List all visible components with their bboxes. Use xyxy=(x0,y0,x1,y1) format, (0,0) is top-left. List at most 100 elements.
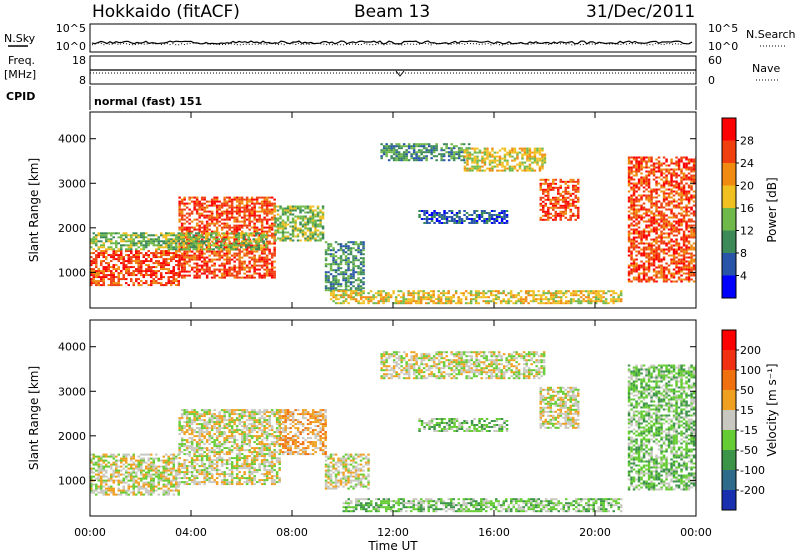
data-cell xyxy=(314,221,317,224)
data-cell xyxy=(402,143,406,146)
data-cell xyxy=(538,167,542,170)
data-cell xyxy=(225,258,229,261)
data-cell xyxy=(197,244,200,247)
data-cell xyxy=(506,161,509,164)
data-cell xyxy=(135,280,138,283)
data-cell xyxy=(483,210,486,212)
data-cell xyxy=(225,208,229,211)
data-cell xyxy=(690,224,693,227)
data-cell xyxy=(481,157,484,160)
data-cell xyxy=(557,190,560,193)
data-cell xyxy=(532,294,535,297)
data-cell xyxy=(484,292,488,295)
data-cell xyxy=(687,260,691,263)
data-cell xyxy=(188,230,191,233)
data-cell xyxy=(352,273,355,276)
data-cell xyxy=(632,238,636,241)
data-cell xyxy=(630,256,633,259)
data-cell xyxy=(102,234,105,237)
data-cell xyxy=(518,151,522,154)
data-cell xyxy=(127,238,130,241)
data-cell xyxy=(652,226,656,229)
data-cell xyxy=(647,278,651,281)
data-cell xyxy=(247,234,250,237)
data-cell xyxy=(145,242,148,245)
data-cell xyxy=(185,230,189,233)
data-cell xyxy=(265,264,269,267)
data-cell xyxy=(276,205,280,208)
data-cell xyxy=(260,246,263,249)
data-cell xyxy=(250,234,253,237)
data-cell xyxy=(487,300,490,303)
data-cell xyxy=(339,247,343,250)
data-cell xyxy=(309,205,312,208)
data-cell xyxy=(680,238,683,241)
data-cell xyxy=(672,244,676,247)
data-cell xyxy=(210,216,214,219)
data-cell xyxy=(647,184,651,187)
data-cell xyxy=(650,206,653,209)
data-cell xyxy=(105,236,108,239)
data-cell xyxy=(228,204,231,207)
data-cell xyxy=(324,249,328,252)
colorbar-segment xyxy=(722,185,736,208)
data-cell xyxy=(260,204,264,207)
data-cell xyxy=(449,296,453,299)
data-cell xyxy=(642,262,646,265)
data-cell xyxy=(200,272,204,275)
nsearch-line xyxy=(91,42,693,46)
data-cell xyxy=(240,250,244,253)
data-cell xyxy=(492,298,495,301)
data-cell xyxy=(662,206,666,209)
data-cell xyxy=(635,270,638,273)
data-cell xyxy=(405,157,408,160)
data-cell xyxy=(223,274,226,277)
data-cell xyxy=(97,487,100,490)
data-cell xyxy=(367,302,370,305)
data-cell xyxy=(382,147,386,150)
data-cell xyxy=(542,204,545,207)
data-cell xyxy=(460,147,463,150)
data-cell xyxy=(680,172,683,175)
data-cell xyxy=(120,238,123,241)
data-cell xyxy=(460,151,463,154)
data-cell xyxy=(647,258,651,261)
data-cell xyxy=(257,246,260,249)
data-cell xyxy=(687,220,691,223)
data-cell xyxy=(270,264,274,267)
data-cell xyxy=(609,298,613,301)
data-cell xyxy=(270,276,274,279)
data-cell xyxy=(183,262,186,265)
data-cell xyxy=(660,162,663,165)
data-cell xyxy=(523,161,527,164)
data-cell xyxy=(682,210,686,213)
data-cell xyxy=(662,194,666,197)
data-cell xyxy=(180,218,184,221)
data-cell xyxy=(228,260,231,263)
data-cell xyxy=(357,273,360,276)
data-cell xyxy=(175,278,178,281)
data-cell xyxy=(185,228,189,231)
data-cell xyxy=(392,149,396,152)
data-cell xyxy=(650,164,653,167)
data-cell xyxy=(263,198,266,201)
data-cell xyxy=(243,218,246,221)
data-cell xyxy=(342,292,345,295)
data-cell xyxy=(642,274,646,277)
data-cell xyxy=(248,262,251,265)
data-cell xyxy=(572,300,575,303)
data-cell xyxy=(635,250,638,253)
data-cell xyxy=(220,244,223,247)
data-cell xyxy=(549,198,552,201)
data-cell xyxy=(95,236,98,239)
data-cell xyxy=(385,143,388,146)
data-cell xyxy=(347,289,350,292)
data-cell xyxy=(500,220,504,222)
data-cell xyxy=(311,211,315,214)
data-cell xyxy=(392,147,396,150)
data-cell xyxy=(665,182,668,185)
data-cell xyxy=(92,463,95,466)
data-cell xyxy=(687,242,691,245)
data-cell xyxy=(95,461,98,464)
data-cell xyxy=(564,212,567,215)
